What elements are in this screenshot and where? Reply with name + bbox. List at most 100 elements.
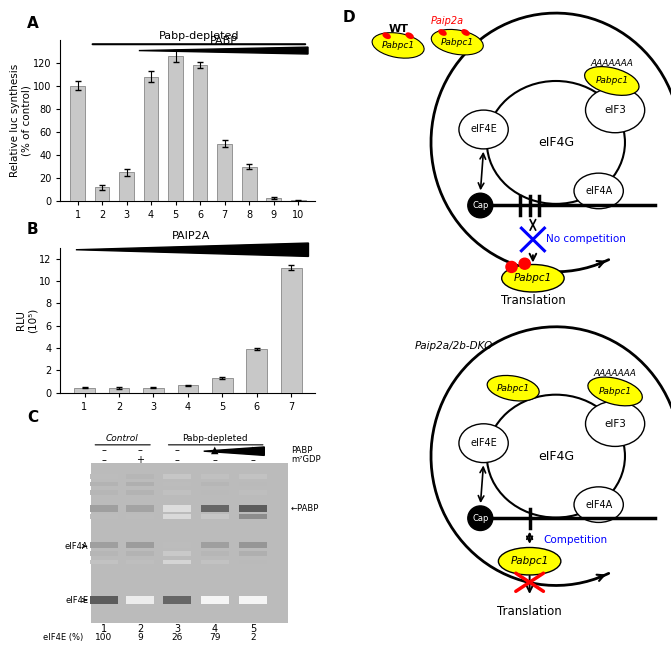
- FancyBboxPatch shape: [201, 597, 229, 604]
- Text: Control: Control: [105, 434, 138, 443]
- Text: 26: 26: [171, 632, 183, 642]
- Text: Paip2a/2b-DKO: Paip2a/2b-DKO: [415, 341, 493, 351]
- Text: 3: 3: [174, 624, 180, 634]
- FancyBboxPatch shape: [163, 597, 191, 604]
- Bar: [168, 56, 183, 201]
- Text: AAAAAAA: AAAAAAA: [590, 59, 633, 68]
- Bar: [178, 385, 198, 393]
- Bar: [291, 200, 305, 201]
- Text: –: –: [174, 445, 179, 455]
- FancyBboxPatch shape: [239, 482, 267, 486]
- Text: C: C: [27, 411, 38, 426]
- FancyBboxPatch shape: [126, 490, 154, 495]
- FancyBboxPatch shape: [89, 597, 118, 604]
- Text: B: B: [27, 222, 38, 238]
- FancyBboxPatch shape: [126, 482, 154, 486]
- Text: ←PABP: ←PABP: [291, 504, 319, 513]
- Ellipse shape: [499, 548, 561, 575]
- Y-axis label: RLU
(10⁵): RLU (10⁵): [16, 308, 38, 333]
- Bar: [246, 349, 267, 393]
- Text: 100: 100: [95, 632, 112, 642]
- FancyBboxPatch shape: [239, 504, 267, 512]
- Ellipse shape: [584, 67, 639, 95]
- Circle shape: [506, 261, 517, 273]
- FancyBboxPatch shape: [126, 542, 154, 548]
- FancyBboxPatch shape: [163, 542, 191, 548]
- Text: eIF3: eIF3: [604, 419, 626, 429]
- Ellipse shape: [574, 173, 623, 209]
- Text: PABP: PABP: [291, 446, 313, 455]
- Text: eIF4E (%): eIF4E (%): [43, 632, 83, 642]
- Ellipse shape: [574, 487, 623, 523]
- FancyBboxPatch shape: [163, 482, 191, 486]
- Text: Translation: Translation: [501, 294, 565, 308]
- Ellipse shape: [431, 30, 483, 55]
- Text: 9: 9: [138, 632, 143, 642]
- Text: eIF4E: eIF4E: [65, 595, 88, 605]
- Bar: [212, 378, 233, 393]
- Text: Pabpc1: Pabpc1: [441, 38, 474, 47]
- Text: 2: 2: [250, 632, 256, 642]
- Text: eIF4A: eIF4A: [64, 542, 88, 550]
- Bar: [281, 267, 301, 393]
- Text: Cap: Cap: [472, 201, 488, 210]
- Text: ▲: ▲: [211, 445, 219, 455]
- Bar: [119, 172, 134, 201]
- FancyBboxPatch shape: [89, 551, 118, 556]
- Ellipse shape: [382, 32, 391, 39]
- FancyBboxPatch shape: [201, 560, 229, 564]
- FancyBboxPatch shape: [201, 551, 229, 556]
- Bar: [74, 387, 95, 393]
- Text: eIF4E: eIF4E: [470, 438, 497, 448]
- Ellipse shape: [459, 110, 508, 149]
- Circle shape: [468, 506, 493, 531]
- Ellipse shape: [372, 32, 424, 58]
- Text: –: –: [174, 455, 179, 465]
- Text: m⁷GDP: m⁷GDP: [291, 455, 321, 464]
- Text: Competition: Competition: [544, 535, 608, 545]
- FancyBboxPatch shape: [163, 514, 191, 519]
- Text: –: –: [101, 445, 106, 455]
- Y-axis label: Relative luc synthesis
(% of control): Relative luc synthesis (% of control): [10, 64, 32, 177]
- Polygon shape: [204, 447, 264, 455]
- Text: Pabpc1: Pabpc1: [599, 387, 631, 396]
- FancyBboxPatch shape: [201, 490, 229, 495]
- Text: +: +: [136, 455, 144, 465]
- Ellipse shape: [487, 395, 625, 517]
- Text: 2: 2: [137, 624, 144, 634]
- FancyBboxPatch shape: [89, 474, 118, 479]
- FancyBboxPatch shape: [239, 597, 267, 604]
- FancyBboxPatch shape: [201, 514, 229, 519]
- Text: PABP: PABP: [209, 36, 238, 46]
- FancyBboxPatch shape: [91, 463, 289, 623]
- FancyBboxPatch shape: [163, 504, 191, 512]
- Text: Pabpc1: Pabpc1: [595, 77, 628, 86]
- Text: AAAAAAA: AAAAAAA: [594, 369, 637, 378]
- Text: ▲: ▲: [250, 445, 257, 455]
- Text: D: D: [342, 11, 355, 26]
- Bar: [217, 144, 232, 201]
- Text: Paip2a: Paip2a: [431, 16, 464, 26]
- FancyBboxPatch shape: [239, 490, 267, 495]
- Text: Cap: Cap: [472, 513, 488, 523]
- Bar: [70, 86, 85, 201]
- Text: Pabpc1: Pabpc1: [514, 273, 552, 283]
- Polygon shape: [76, 243, 309, 257]
- Text: PAIP2A: PAIP2A: [172, 231, 211, 241]
- Ellipse shape: [588, 377, 642, 406]
- FancyBboxPatch shape: [126, 551, 154, 556]
- Polygon shape: [139, 47, 308, 54]
- Text: –: –: [213, 455, 217, 465]
- Text: 4: 4: [212, 624, 218, 634]
- Text: eIF4G: eIF4G: [538, 136, 574, 149]
- FancyBboxPatch shape: [201, 542, 229, 548]
- Ellipse shape: [487, 376, 539, 401]
- Text: –: –: [250, 455, 256, 465]
- Text: eIF4A: eIF4A: [585, 186, 613, 196]
- Text: Pabp-depleted: Pabp-depleted: [182, 434, 248, 443]
- FancyBboxPatch shape: [239, 560, 267, 564]
- Text: eIF4A: eIF4A: [585, 500, 613, 510]
- Text: –: –: [101, 455, 106, 465]
- Text: No competition: No competition: [546, 234, 625, 244]
- Text: WT: WT: [389, 24, 408, 34]
